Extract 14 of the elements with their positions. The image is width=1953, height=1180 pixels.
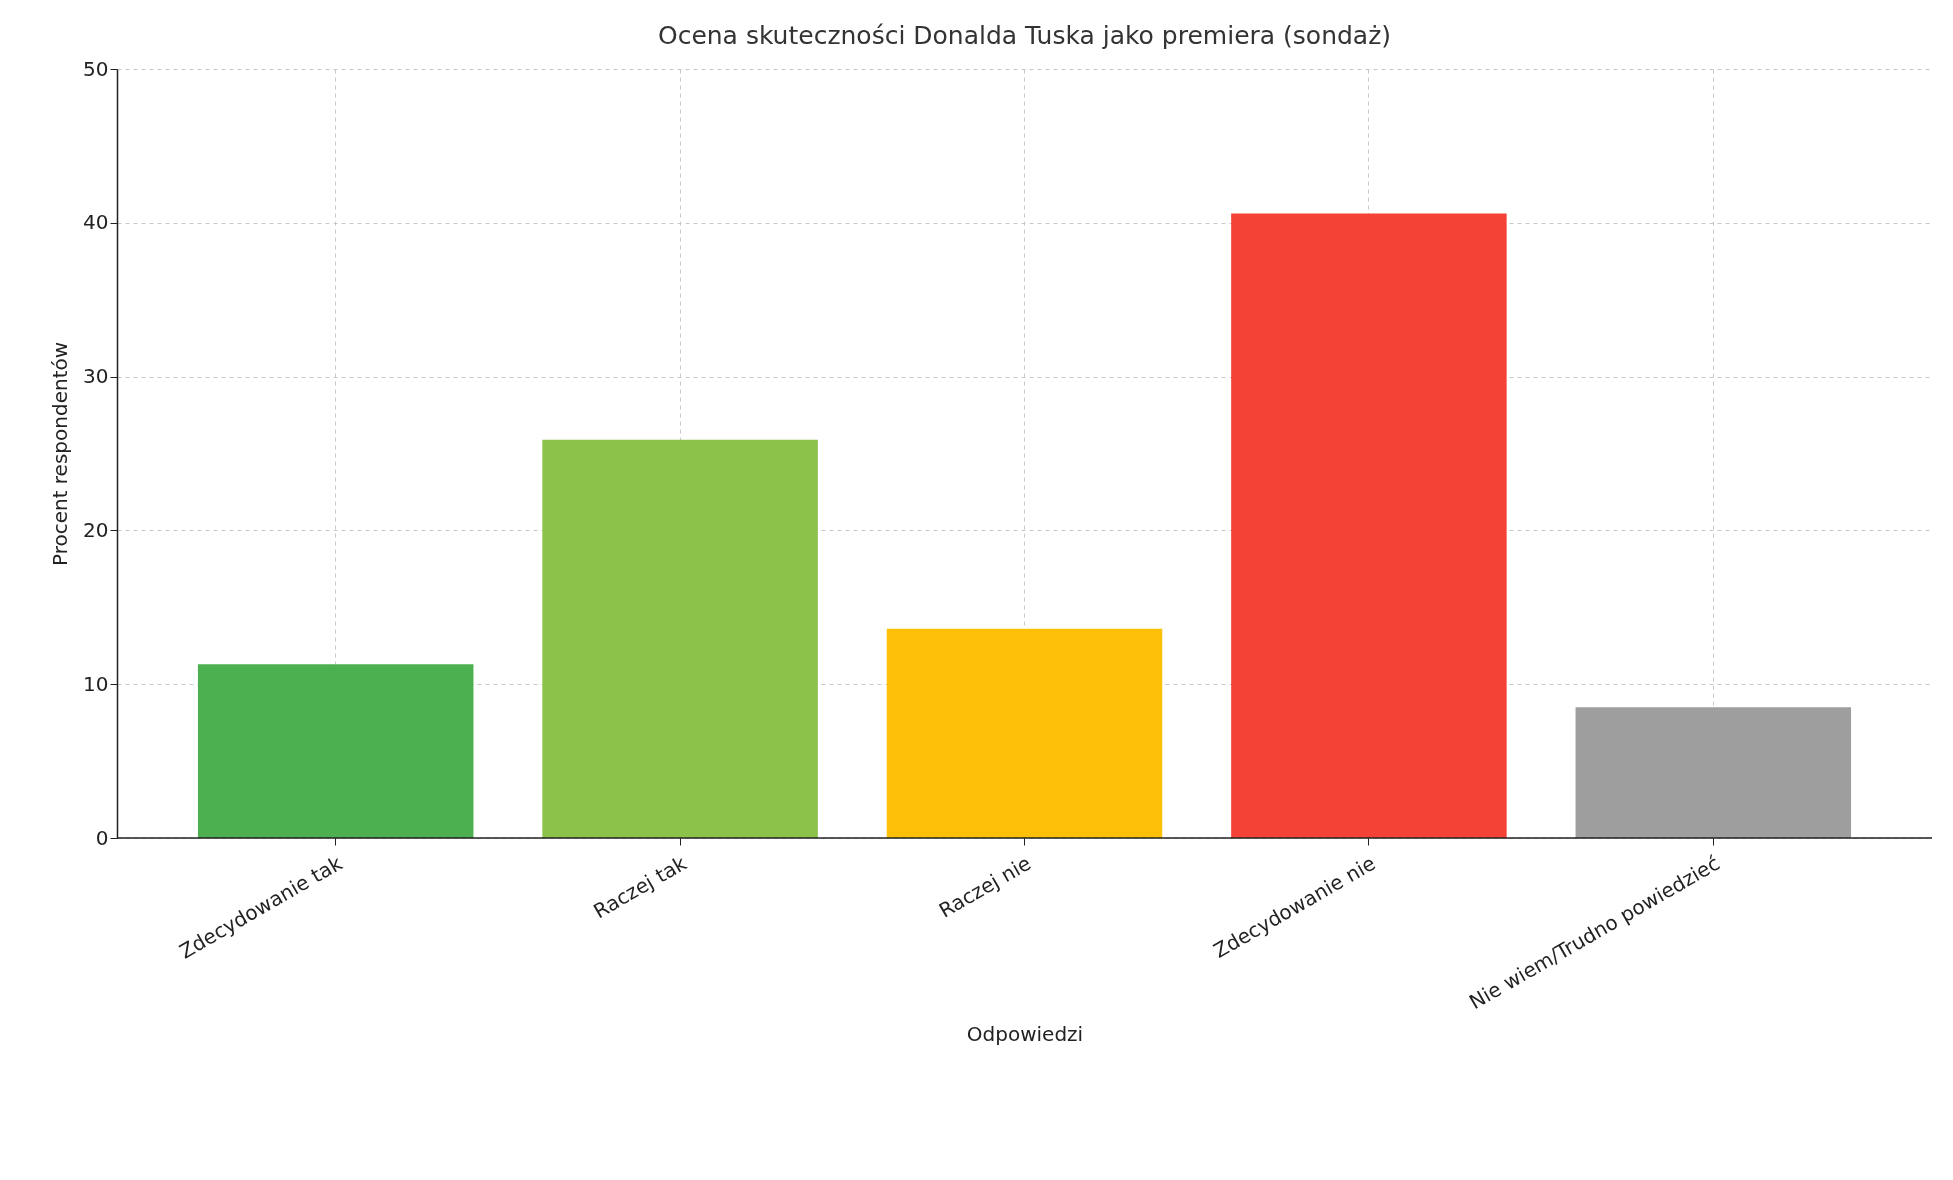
- y-tick-label: 40: [83, 210, 109, 235]
- y-axis-title: Procent respondentów: [48, 341, 73, 567]
- bar: [1231, 213, 1507, 838]
- y-tick-label: 10: [83, 671, 109, 696]
- bar: [1575, 707, 1852, 838]
- chart-title: Ocena skuteczności Donalda Tuska jako premiera (sondaż): [657, 21, 1392, 50]
- y-tick-label: 0: [95, 825, 109, 850]
- bar: [197, 664, 474, 838]
- bar: [542, 439, 818, 838]
- y-tick-label: 50: [83, 56, 109, 81]
- y-tick-label: 20: [83, 517, 109, 542]
- x-axis-title: Odpowiedzi: [966, 1022, 1084, 1047]
- y-tick-label: 30: [83, 364, 109, 389]
- bar: [886, 628, 1163, 838]
